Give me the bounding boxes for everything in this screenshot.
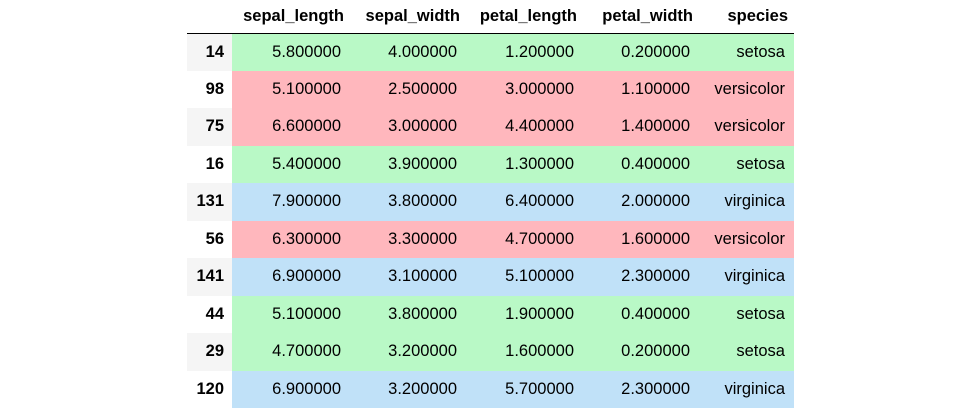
petal-length-cell: 1.200000 [466,33,583,71]
sepal-width-cell: 4.000000 [350,33,466,71]
header-row: sepal_length sepal_width petal_length pe… [187,0,794,34]
row-index: 131 [187,183,232,221]
sepal-width-cell: 3.200000 [350,370,466,408]
column-header-petal-width: petal_width [583,0,699,34]
petal-width-cell: 0.200000 [583,33,699,71]
sepal-length-cell: 5.100000 [232,70,350,108]
petal-width-cell: 0.400000 [583,145,699,183]
sepal-width-cell: 3.800000 [350,183,466,221]
sepal-length-cell: 4.700000 [232,333,350,371]
petal-width-cell: 2.000000 [583,183,699,221]
species-cell: virginica [699,258,794,296]
species-cell: setosa [699,33,794,71]
table-row: 44 5.100000 3.800000 1.900000 0.400000 setosa [187,295,794,333]
species-cell: setosa [699,333,794,371]
table-body: 14 5.800000 4.000000 1.200000 0.200000 setosa… [187,33,794,408]
petal-width-cell: 1.400000 [583,108,699,146]
table-header: sepal_length sepal_width petal_length pe… [187,0,794,34]
petal-length-cell: 1.900000 [466,295,583,333]
row-index: 56 [205,229,224,248]
petal-length-cell: 6.400000 [466,183,583,221]
species-cell: setosa [699,145,794,183]
table-row: 14 5.800000 4.000000 1.200000 0.200000 setosa [187,33,794,71]
sepal-length-cell: 5.400000 [232,145,350,183]
table-row: 120 6.900000 3.200000 5.700000 2.300000 virgi… [187,370,794,408]
column-header-petal-length: petal_length [466,0,583,34]
petal-width-cell: 1.600000 [583,220,699,258]
petal-width-cell: 2.300000 [583,370,699,408]
sepal-width-cell: 3.000000 [350,108,466,146]
row-index: 120 [196,379,224,398]
sepal-width-cell: 3.900000 [350,145,466,183]
sepal-width-cell: 3.800000 [350,295,466,333]
sepal-length-cell: 7.900000 [232,183,350,221]
petal-length-cell: 5.700000 [466,370,583,408]
species-cell: versicolor [699,108,794,146]
petal-length-cell: 4.700000 [466,220,583,258]
table-row: 98 5.100000 2.500000 3.000000 1.100000 versic… [187,70,794,108]
petal-length-cell: 3.000000 [466,70,583,108]
row-index: 75 [187,108,232,146]
species-cell: virginica [699,183,794,221]
petal-width-cell: 0.400000 [583,295,699,333]
index-column-header [187,0,232,34]
petal-length-cell: 4.400000 [466,108,583,146]
row-index: 14 [187,33,232,71]
row-index: 141 [187,258,232,296]
petal-width-cell: 1.100000 [583,70,699,108]
row-index: 16 [205,154,224,173]
petal-length-cell: 1.600000 [466,333,583,371]
sepal-width-cell: 3.200000 [350,333,466,371]
table-row: 56 6.300000 3.300000 4.700000 1.600000 versic… [187,220,794,258]
column-header-sepal-length: sepal_length [232,0,350,34]
row-index: 44 [205,304,224,323]
table-row: 29 4.700000 3.200000 1.600000 0.200000 setosa [187,333,794,371]
petal-length-cell: 5.100000 [466,258,583,296]
sepal-length-cell: 5.100000 [232,295,350,333]
sepal-length-cell: 5.800000 [232,33,350,71]
petal-width-cell: 2.300000 [583,258,699,296]
sepal-length-cell: 6.900000 [232,258,350,296]
column-header-species: species [699,0,794,34]
petal-width-cell: 0.200000 [583,333,699,371]
table-row: 75 6.600000 3.000000 4.400000 1.400000 versic… [187,108,794,146]
sepal-width-cell: 2.500000 [350,70,466,108]
row-index: 29 [187,333,232,371]
iris-dataframe-table: sepal_length sepal_width petal_length pe… [187,0,794,408]
sepal-length-cell: 6.900000 [232,370,350,408]
sepal-width-cell: 3.100000 [350,258,466,296]
sepal-width-cell: 3.300000 [350,220,466,258]
species-cell: versicolor [699,220,794,258]
sepal-length-cell: 6.300000 [232,220,350,258]
column-header-sepal-width: sepal_width [350,0,466,34]
species-cell: setosa [699,295,794,333]
table-row: 16 5.400000 3.900000 1.300000 0.400000 setosa [187,145,794,183]
sepal-length-cell: 6.600000 [232,108,350,146]
species-cell: versicolor [699,70,794,108]
row-index: 98 [205,79,224,98]
table-row: 141 6.900000 3.100000 5.100000 2.300000 virgi… [187,258,794,296]
species-cell: virginica [699,370,794,408]
petal-length-cell: 1.300000 [466,145,583,183]
table-row: 131 7.900000 3.800000 6.400000 2.000000 virgi… [187,183,794,221]
